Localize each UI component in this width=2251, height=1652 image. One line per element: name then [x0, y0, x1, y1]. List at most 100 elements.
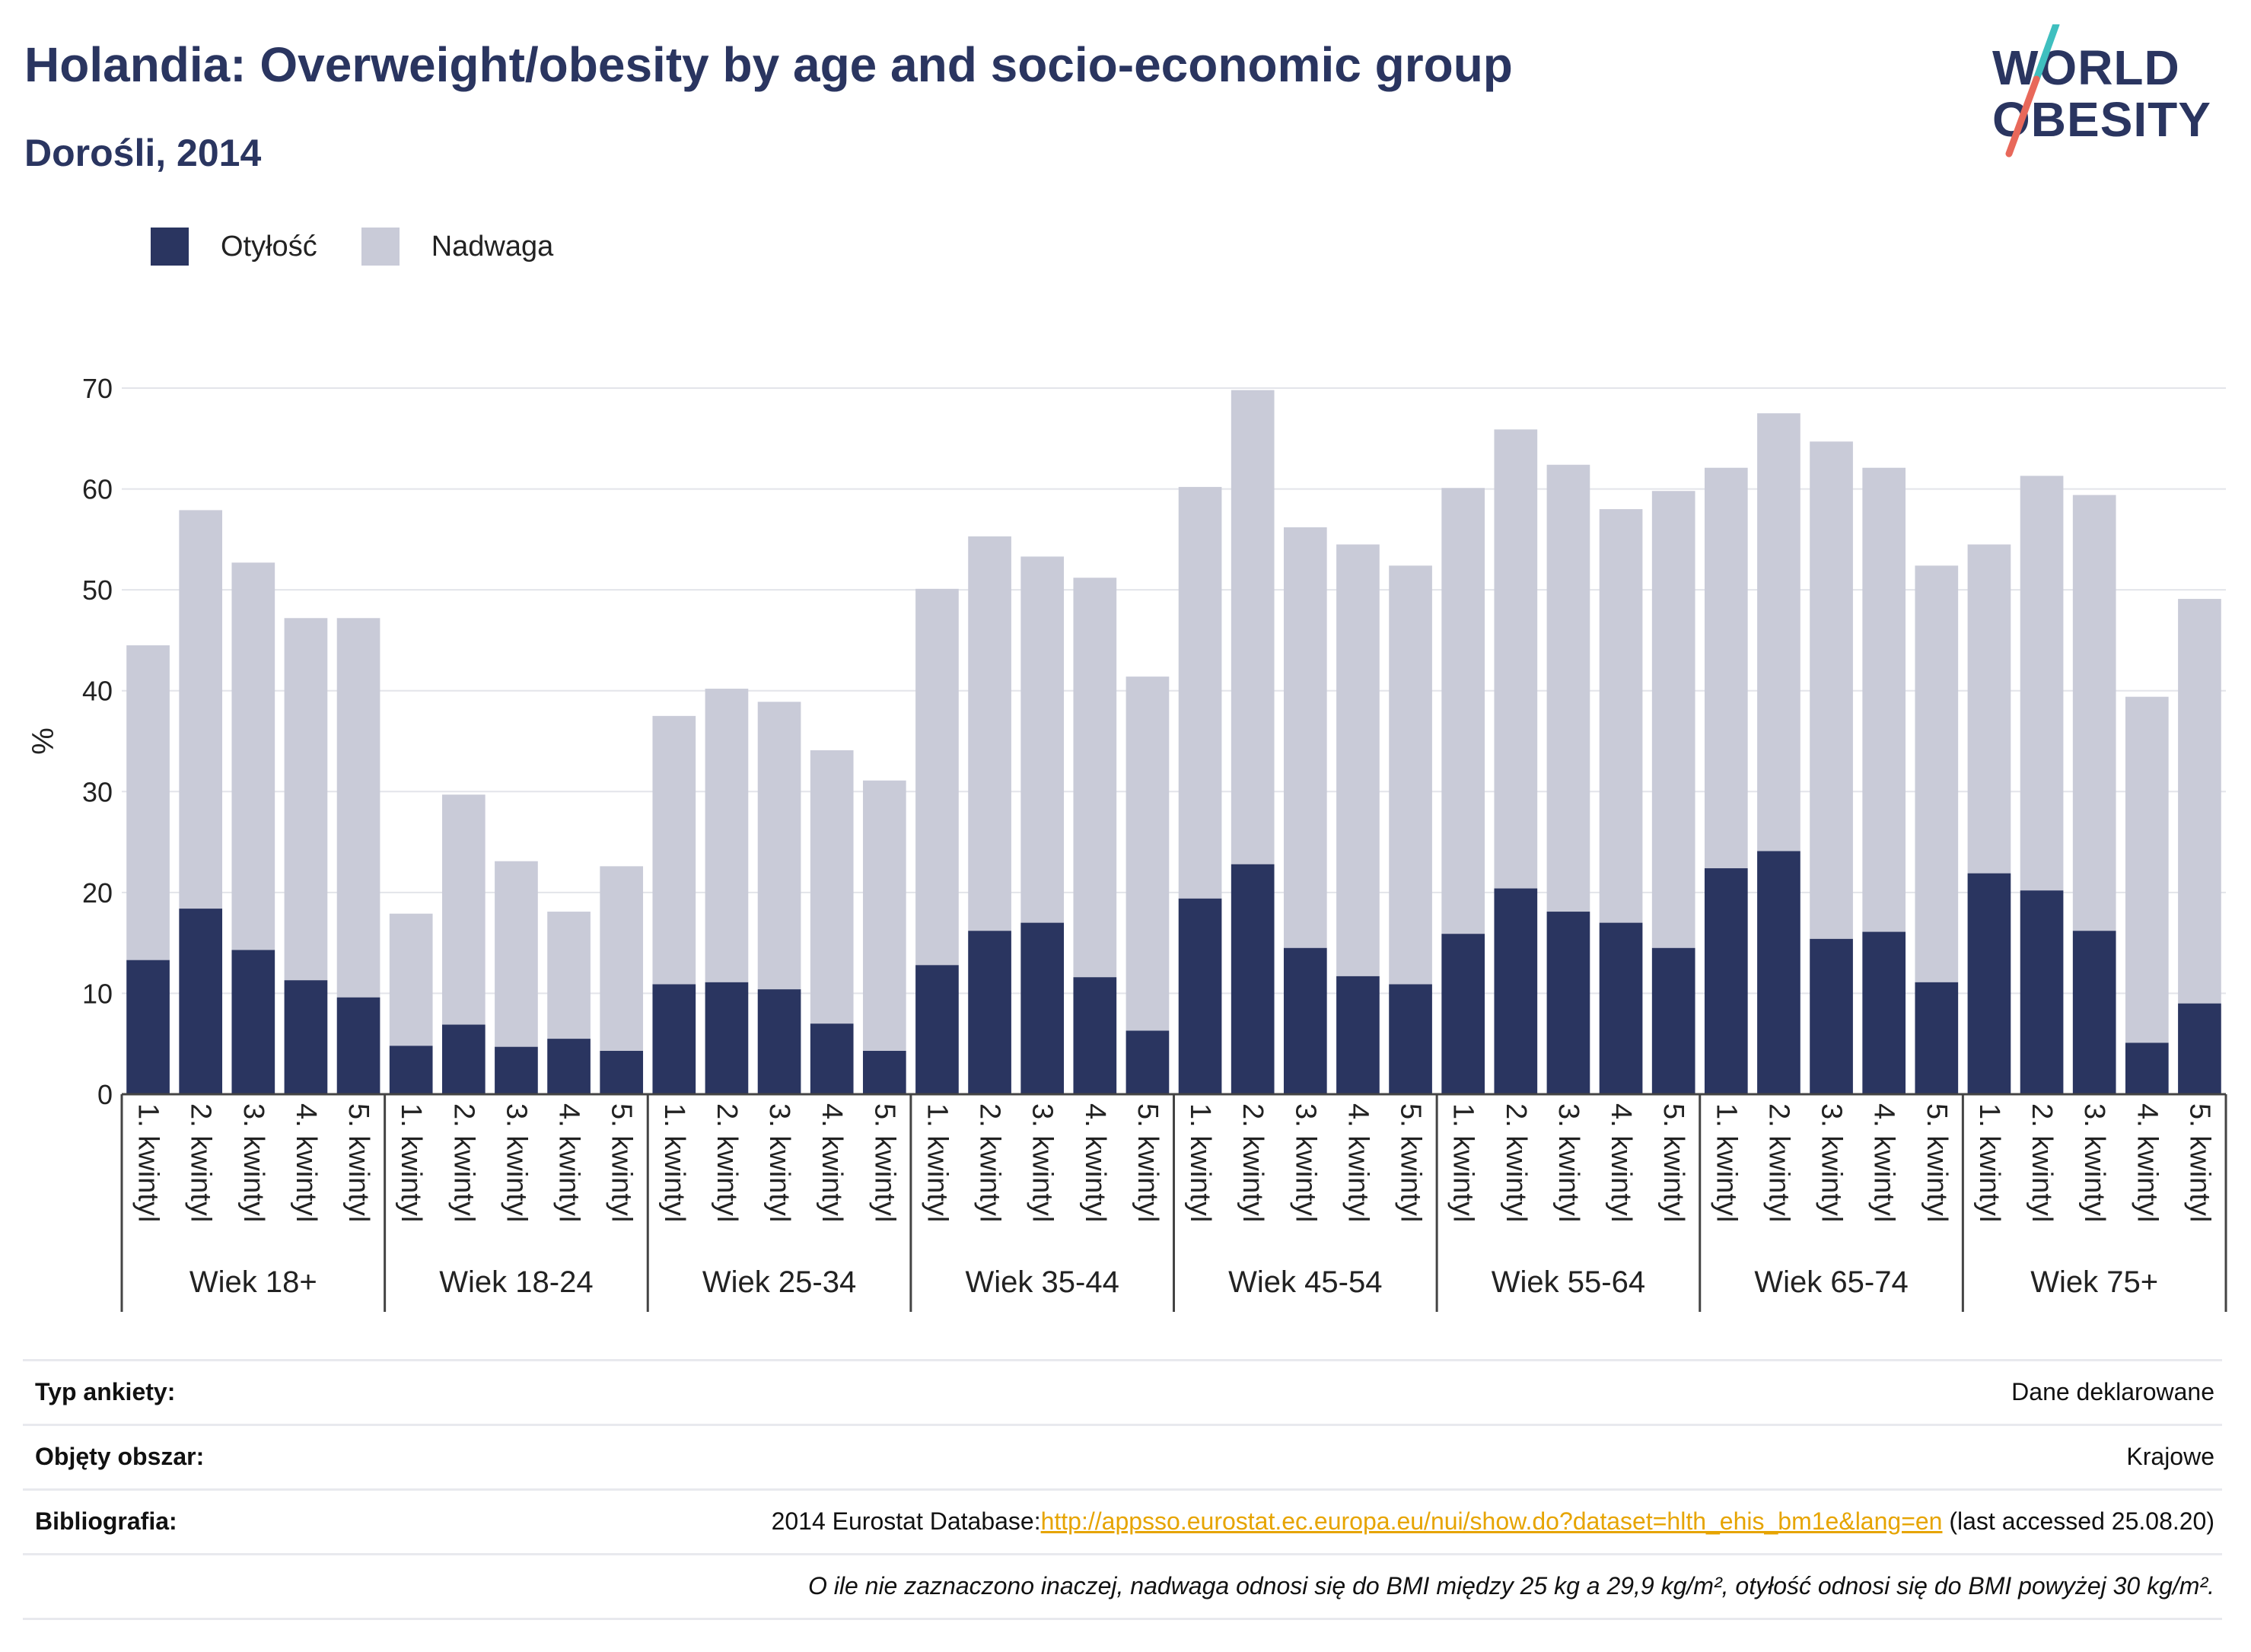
bar-obesity-g3-q1 — [652, 984, 696, 1094]
legend-item-overweight[interactable]: Nadwaga — [361, 228, 554, 266]
bar-overweight-g8-q1 — [1967, 544, 2011, 874]
bar-obesity-g6-q3 — [1546, 912, 1590, 1094]
bar-obesity-g5-q4 — [1336, 976, 1380, 1094]
info-row-area: Objęty obszar: Krajowe — [23, 1424, 2222, 1488]
info-row-bibliography: Bibliografia: 2014 Eurostat Database:htt… — [23, 1488, 2222, 1553]
legend-swatch-obesity — [151, 228, 189, 266]
logo-slash-icon — [2005, 24, 2060, 158]
bar-overweight-g4-q3 — [1020, 556, 1065, 923]
x-tick-label-g6-q4: 4. kwintyl — [1605, 1103, 1637, 1222]
bar-overweight-g7-q3 — [1810, 441, 1853, 939]
x-tick-label-g7-q3: 3. kwintyl — [1816, 1103, 1848, 1222]
bar-overweight-g2-q2 — [441, 794, 486, 1025]
logo-line-1: WORLD — [1992, 40, 2180, 95]
x-tick-label-g5-q4: 4. kwintyl — [1342, 1103, 1374, 1222]
bar-obesity-g8-q5 — [2178, 1003, 2221, 1094]
bar-obesity-g4-q5 — [1126, 1030, 1170, 1094]
bar-overweight-g1-q4 — [284, 618, 328, 981]
bar-obesity-g8-q3 — [2072, 931, 2116, 1094]
y-tick-label-0: 0 — [97, 1079, 113, 1110]
chart-legend: Otyłość Nadwaga — [151, 225, 597, 268]
bar-obesity-g1-q4 — [284, 980, 328, 1094]
bar-overweight-g5-q4 — [1336, 544, 1380, 976]
legend-label-overweight: Nadwaga — [431, 230, 554, 263]
bar-overweight-g8-q3 — [2072, 495, 2116, 931]
y-tick-label-50: 50 — [82, 575, 113, 606]
x-tick-label-g8-q4: 4. kwintyl — [2131, 1103, 2163, 1222]
legend-swatch-overweight — [361, 228, 400, 266]
bar-obesity-g3-q2 — [705, 982, 749, 1094]
bibliography-suffix: (last accessed 25.08.20) — [1942, 1507, 2214, 1535]
bar-overweight-g6-q2 — [1494, 429, 1538, 889]
y-axis-title: % — [27, 727, 60, 755]
bar-overweight-g8-q2 — [2020, 476, 2064, 891]
bibliography-link[interactable]: http://appsso.eurostat.ec.europa.eu/nui/… — [1040, 1507, 1943, 1535]
bar-obesity-g6-q2 — [1494, 888, 1538, 1094]
bar-overweight-g8-q5 — [2178, 599, 2221, 1004]
bar-overweight-g4-q5 — [1126, 676, 1170, 1031]
x-tick-label-g2-q3: 3. kwintyl — [500, 1103, 532, 1222]
bar-overweight-g3-q1 — [652, 715, 696, 985]
bar-obesity-g1-q5 — [336, 997, 380, 1094]
bar-obesity-g8-q2 — [2020, 890, 2064, 1094]
bar-overweight-g4-q2 — [968, 536, 1011, 931]
x-tick-label-g7-q4: 4. kwintyl — [1868, 1103, 1900, 1222]
bar-obesity-g5-q5 — [1389, 984, 1432, 1094]
bar-overweight-g6-q1 — [1441, 488, 1485, 934]
bar-overweight-g4-q4 — [1073, 578, 1117, 978]
page-subtitle: Dorośli, 2014 — [24, 132, 262, 174]
x-tick-label-g7-q1: 1. kwintyl — [1710, 1103, 1742, 1222]
bar-obesity-g7-q3 — [1810, 938, 1853, 1094]
x-tick-label-g8-q1: 1. kwintyl — [1973, 1103, 2005, 1222]
group-label-1: Wiek 18+ — [189, 1265, 317, 1299]
group-label-2: Wiek 18-24 — [439, 1265, 593, 1299]
bar-overweight-g6-q4 — [1599, 509, 1643, 923]
x-tick-label-g1-q5: 5. kwintyl — [342, 1103, 374, 1222]
bar-obesity-g7-q1 — [1704, 868, 1748, 1094]
x-tick-label-g7-q2: 2. kwintyl — [1762, 1103, 1794, 1222]
bar-obesity-g2-q3 — [495, 1046, 538, 1094]
bar-overweight-g6-q5 — [1651, 491, 1695, 948]
bar-overweight-g3-q2 — [705, 689, 749, 982]
y-tick-label-40: 40 — [82, 676, 113, 707]
x-tick-label-g5-q3: 3. kwintyl — [1289, 1103, 1321, 1222]
bar-overweight-g5-q3 — [1283, 527, 1327, 948]
bar-obesity-g3-q5 — [862, 1050, 906, 1094]
x-tick-label-g1-q4: 4. kwintyl — [290, 1103, 322, 1222]
bar-overweight-g7-q5 — [1915, 565, 1959, 982]
y-tick-label-30: 30 — [82, 776, 113, 807]
bar-overweight-g5-q1 — [1178, 486, 1222, 899]
x-tick-label-g8-q5: 5. kwintyl — [2183, 1103, 2215, 1222]
y-tick-label-70: 70 — [82, 373, 113, 404]
bar-obesity-g6-q1 — [1441, 934, 1485, 1094]
x-tick-label-g4-q3: 3. kwintyl — [1027, 1103, 1059, 1222]
info-table: Typ ankiety: Dane deklarowane Objęty obs… — [23, 1359, 2222, 1620]
stacked-bar-chart: 0 10 20 30 40 50 60 70% 1. kwintyl 2. kwintyl 3. k… — [27, 373, 2227, 1312]
bibliography-value: 2014 Eurostat Database:http://appsso.eur… — [772, 1507, 2214, 1536]
survey-type-label: Typ ankiety: — [35, 1378, 176, 1405]
bar-overweight-g7-q1 — [1704, 467, 1748, 869]
bar-overweight-g1-q2 — [179, 510, 223, 909]
group-label-5: Wiek 45-54 — [1228, 1265, 1382, 1299]
x-tick-label-g1-q1: 1. kwintyl — [132, 1103, 164, 1222]
bar-obesity-g6-q4 — [1599, 922, 1643, 1094]
x-tick-label-g4-q2: 2. kwintyl — [974, 1103, 1006, 1222]
group-label-3: Wiek 25-34 — [702, 1265, 856, 1299]
legend-label-obesity: Otyłość — [221, 230, 317, 263]
bibliography-label: Bibliografia: — [35, 1507, 177, 1535]
page-title: Holandia: Overweight/obesity by age and … — [24, 37, 1513, 92]
y-tick-label-10: 10 — [82, 978, 113, 1009]
bibliography-prefix: 2014 Eurostat Database: — [771, 1507, 1041, 1535]
bar-obesity-g7-q4 — [1862, 931, 1906, 1094]
x-tick-label-g2-q5: 5. kwintyl — [606, 1103, 638, 1222]
info-row-note: O ile nie zaznaczono inaczej, nadwaga od… — [23, 1553, 2222, 1620]
x-tick-label-g3-q3: 3. kwintyl — [763, 1103, 795, 1222]
bar-obesity-g2-q4 — [547, 1039, 591, 1094]
legend-item-obesity[interactable]: Otyłość — [151, 228, 317, 266]
info-row-survey-type: Typ ankiety: Dane deklarowane — [23, 1359, 2222, 1424]
x-tick-label-g4-q1: 1. kwintyl — [921, 1103, 953, 1222]
survey-type-value: Dane deklarowane — [2011, 1378, 2214, 1405]
bar-obesity-g4-q1 — [915, 965, 959, 1094]
bar-obesity-g1-q1 — [126, 960, 170, 1094]
bar-obesity-g4-q4 — [1073, 977, 1117, 1094]
